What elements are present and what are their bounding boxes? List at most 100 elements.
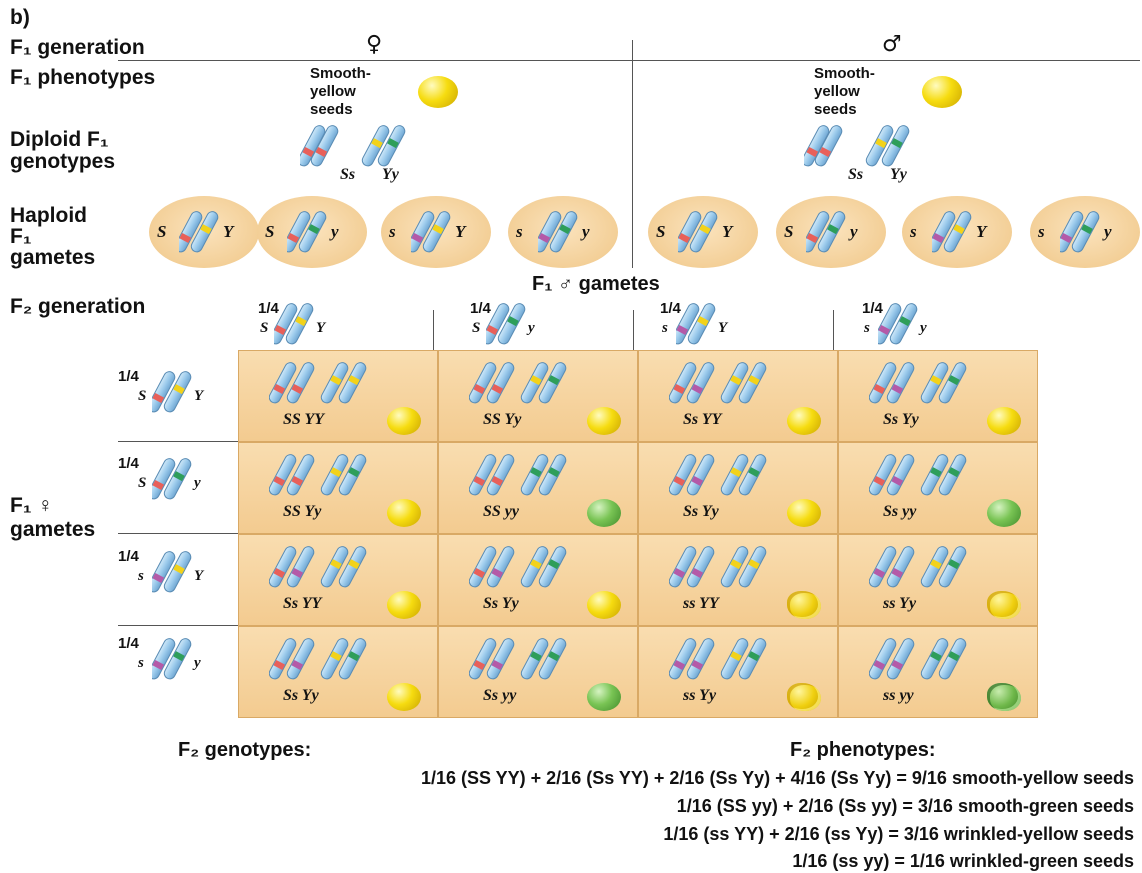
gamete-allele-a: s [516, 222, 523, 241]
row-label-diploid-2: genotypes [10, 150, 116, 173]
row-allele-a: S [138, 475, 147, 491]
fraction-label: 1/4 [118, 635, 139, 652]
gamete-allele-a: S [157, 222, 167, 241]
fraction-label: 1/4 [258, 300, 279, 317]
col-divider-3 [833, 310, 834, 350]
punnett-cell: SS Yy [438, 350, 638, 442]
gamete-allele-b: y [331, 222, 339, 241]
equation-smooth-green: 1/16 (SS yy) + 2/16 (Ss yy) = 3/16 smoot… [676, 796, 1134, 816]
gamete-allele-b: y [850, 222, 858, 241]
col-allele-a: s [864, 320, 870, 336]
row-gamete-chromosomes-icon [147, 368, 192, 423]
male-phenotype-line2: yellow [814, 83, 860, 100]
f2-genotypes-title: F₂ genotypes: [178, 739, 312, 761]
smooth-green-seed-icon [587, 499, 621, 527]
row-label-f2-generation: F₂ generation [10, 295, 146, 318]
gamete-allele-a: s [910, 222, 917, 241]
col-gamete-chromosomes-icon [671, 300, 716, 355]
male-genotype-ss: Ss [848, 166, 864, 183]
smooth-yellow-seed-icon [387, 499, 421, 527]
col-allele-b: y [528, 320, 535, 336]
row-divider-1 [118, 441, 238, 442]
row-gamete-header: 1/4 S Y [118, 368, 238, 428]
smooth-yellow-seed-icon [787, 499, 821, 527]
cell-genotype: Ss Yy [883, 411, 919, 428]
cell-chromosomes-icon [268, 633, 409, 694]
cell-genotype: SS YY [283, 411, 325, 428]
male-phenotype-line1: Smooth- [814, 65, 875, 82]
punnett-cell: Ss Yy [838, 350, 1038, 442]
cell-chromosomes-icon [268, 357, 409, 418]
col-gamete-header: 1/4 S Y [258, 300, 408, 350]
male-symbol: ♂ [882, 32, 902, 57]
cell-chromosomes-icon [668, 449, 809, 510]
smooth-yellow-seed-icon [587, 407, 621, 435]
row-label-diploid-1: Diploid F₁ [10, 128, 109, 151]
punnett-cell: ss yy [838, 626, 1038, 718]
row-label-haploid-1: Haploid [10, 204, 87, 227]
punnett-cell: SS YY [238, 350, 438, 442]
smooth-green-seed-icon [587, 683, 621, 711]
cell-genotype: Ss Yy [283, 687, 319, 704]
panel-label: b) [10, 6, 30, 29]
smooth-yellow-seed-icon [987, 407, 1021, 435]
fraction-label: 1/4 [118, 548, 139, 565]
cell-genotype: Ss yy [883, 503, 917, 520]
row-label-haploid-2: F₁ [10, 225, 32, 248]
punnett-cell: Ss yy [438, 626, 638, 718]
gamete-allele-a: S [784, 222, 794, 241]
cell-genotype: ss Yy [683, 687, 717, 704]
female-phenotype-line1: Smooth- [310, 65, 371, 82]
row-label-f1-generation: F₁ generation [10, 36, 145, 59]
row-gamete-header: 1/4 s y [118, 635, 238, 695]
smooth-yellow-seed-icon [387, 683, 421, 711]
gamete-chromosomes-icon [927, 208, 972, 263]
female-gametes-label-2: gametes [10, 518, 96, 541]
col-gamete-header: 1/4 s y [862, 300, 1012, 350]
gamete-allele-b: y [1104, 222, 1112, 241]
cell-genotype: Ss Yy [683, 503, 719, 520]
col-allele-a: S [472, 320, 481, 336]
cell-chromosomes-icon [868, 357, 1009, 418]
row-label-haploid-3: gametes [10, 246, 96, 269]
cell-chromosomes-icon [468, 633, 609, 694]
punnett-cell: ss Yy [638, 626, 838, 718]
cell-genotype: Ss Yy [483, 595, 519, 612]
f2-phenotypes-title: F₂ phenotypes: [790, 739, 936, 761]
cell-genotype: SS Yy [483, 411, 522, 428]
female-diploid-chromosomes-icon [297, 122, 450, 177]
cell-genotype: Ss yy [483, 687, 517, 704]
col-gamete-chromosomes-icon [481, 300, 526, 355]
fraction-label: 1/4 [660, 300, 681, 317]
gamete-allele-a: S [656, 222, 666, 241]
col-gamete-chromosomes-icon [269, 300, 314, 355]
female-genotype-ss: Ss [340, 166, 356, 183]
punnett-cell: Ss Yy [238, 626, 438, 718]
gamete-allele-b: Y [976, 222, 987, 241]
female-genotype-yy: Yy [382, 166, 399, 183]
male-genotype-yy: Yy [890, 166, 907, 183]
male-phenotype-line3: seeds [814, 101, 857, 118]
cell-genotype: ss YY [683, 595, 719, 612]
fraction-label: 1/4 [118, 455, 139, 472]
row-allele-b: Y [194, 388, 204, 404]
gamete-allele-b: y [582, 222, 590, 241]
punnett-cell: ss YY [638, 534, 838, 626]
cell-chromosomes-icon [668, 541, 809, 602]
female-seed-icon [418, 76, 458, 108]
punnett-cell: Ss YY [238, 534, 438, 626]
col-gamete-header: 1/4 s Y [660, 300, 810, 350]
fraction-label: 1/4 [118, 368, 139, 385]
male-diploid-chromosomes-icon [801, 122, 954, 177]
col-gamete-chromosomes-icon [873, 300, 918, 355]
cell-chromosomes-icon [268, 449, 409, 510]
gamete-allele-a: s [1038, 222, 1045, 241]
